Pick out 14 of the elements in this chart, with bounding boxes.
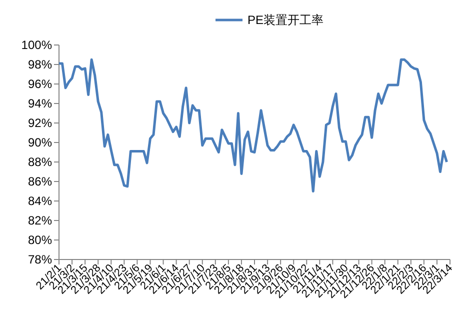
y-tick-label: 90%: [28, 136, 52, 150]
y-tick-label: 98%: [28, 58, 52, 72]
y-tick-label: 86%: [28, 174, 52, 188]
y-tick-label: 92%: [28, 116, 52, 130]
y-tick-label: 78%: [28, 252, 52, 266]
y-tick-label: 88%: [28, 155, 52, 169]
y-tick-label: 96%: [28, 77, 52, 91]
y-tick-label: 80%: [28, 233, 52, 247]
y-tick-label: 82%: [28, 214, 52, 228]
legend: PE装置开工率: [216, 13, 324, 27]
legend-label: PE装置开工率: [248, 13, 324, 27]
y-tick-label: 94%: [28, 96, 52, 110]
y-tick-label: 100%: [21, 38, 52, 52]
y-tick-label: 84%: [28, 194, 52, 208]
